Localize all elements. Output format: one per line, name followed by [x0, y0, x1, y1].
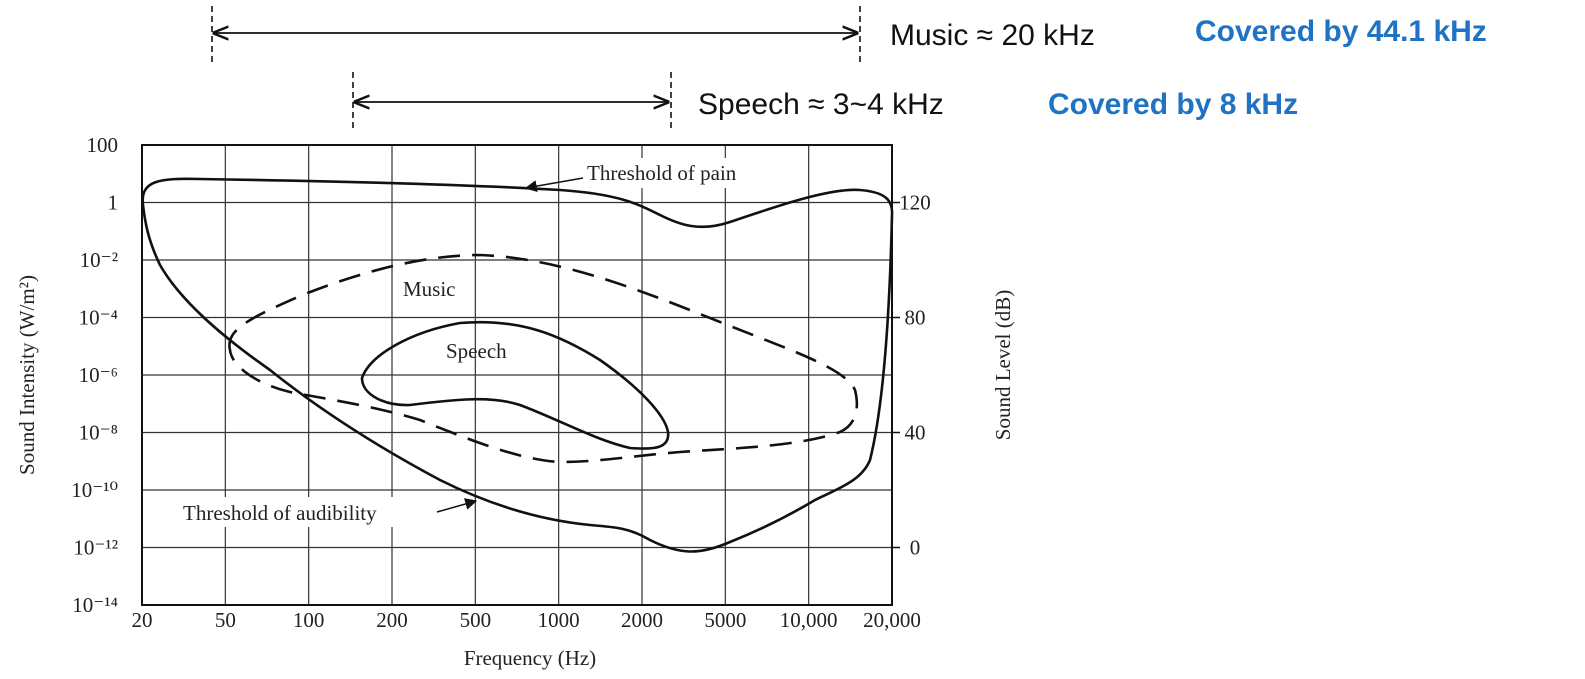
- y-tick-label: 10⁻¹⁴: [72, 593, 118, 617]
- y2-tick-label: 40: [905, 421, 926, 445]
- label-bg: [585, 158, 785, 188]
- x-tick-label: 50: [215, 608, 236, 632]
- x-tick-label: 10,000: [780, 608, 838, 632]
- x-tick-label: 1000: [538, 608, 580, 632]
- y-axis-title: Sound Intensity (W/m²): [15, 275, 39, 475]
- y-tick-label: 10⁻⁶: [79, 363, 118, 387]
- y-tick-label: 1: [108, 191, 119, 215]
- annotation: Threshold of audibility: [183, 501, 377, 525]
- x-tick-label: 500: [460, 608, 492, 632]
- y2-tick-label: 120: [899, 191, 931, 215]
- speech-area: [360, 320, 670, 450]
- y2-axis-title: Sound Level (dB): [991, 290, 1015, 440]
- x-axis-title: Frequency (Hz): [464, 646, 596, 670]
- x-tick-label: 20,000: [863, 608, 921, 632]
- range-note: Covered by 8 kHz: [1048, 88, 1298, 121]
- range-label: Speech ≈ 3~4 kHz: [698, 88, 944, 121]
- annotation: Music: [403, 277, 456, 301]
- music-area: [228, 253, 859, 464]
- range-label: Music ≈ 20 kHz: [890, 19, 1095, 52]
- y-tick-label: 10⁻¹⁰: [71, 478, 118, 502]
- plot: [141, 144, 893, 606]
- y-tick-label: 100: [87, 133, 119, 157]
- annotation: Speech: [446, 339, 507, 363]
- y-tick-label: 10⁻¹²: [73, 536, 118, 560]
- y-tick-label: 10⁻⁸: [79, 421, 118, 445]
- x-tick-label: 100: [293, 608, 325, 632]
- y-tick-label: 10⁻⁴: [79, 306, 118, 330]
- pointer: [436, 498, 478, 513]
- plot-frame: [141, 144, 893, 606]
- hearing-area: [141, 177, 894, 553]
- x-tick-label: 5000: [704, 608, 746, 632]
- x-tick-label: 20: [132, 608, 153, 632]
- range-note: Covered by 44.1 kHz: [1195, 15, 1487, 48]
- y2-tick-label: 0: [910, 536, 921, 560]
- pointer: [524, 177, 584, 193]
- x-tick-label: 2000: [621, 608, 663, 632]
- label-bg: [180, 497, 436, 527]
- annotation: Threshold of pain: [587, 161, 737, 185]
- y2-tick-label: 80: [905, 306, 926, 330]
- x-tick-label: 200: [376, 608, 408, 632]
- y-tick-label: 10⁻²: [80, 248, 118, 272]
